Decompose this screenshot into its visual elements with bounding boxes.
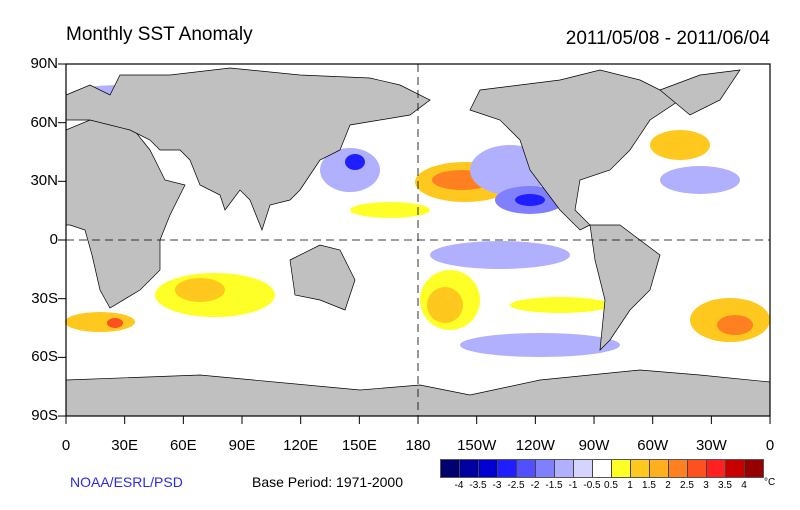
lat-label: 30S bbox=[31, 289, 58, 307]
colorbar-label: -4 bbox=[454, 480, 464, 491]
colorbar-label: 1 bbox=[627, 480, 633, 491]
colorbar-label: -1 bbox=[568, 480, 578, 491]
colorbar-swatch bbox=[707, 460, 726, 477]
colorbar-swatch bbox=[650, 460, 669, 477]
colorbar-label: 2.5 bbox=[680, 480, 694, 491]
colorbar-swatch bbox=[612, 460, 631, 477]
lon-label: 90E bbox=[228, 437, 256, 454]
colorbar-swatch bbox=[498, 460, 517, 477]
credit-label: NOAA/ESRL/PSD bbox=[70, 474, 183, 490]
lon-label: 60E bbox=[169, 437, 197, 454]
colorbar-label: -3.5 bbox=[469, 480, 487, 491]
colorbar-swatch bbox=[517, 460, 536, 477]
colorbar-label: 2 bbox=[665, 480, 671, 491]
colorbar-label: -3 bbox=[492, 480, 502, 491]
lon-label: 90W bbox=[578, 437, 610, 454]
lon-label: 150E bbox=[341, 437, 377, 454]
colorbar-unit: °C bbox=[764, 477, 776, 488]
lat-label: 90N bbox=[30, 55, 58, 72]
lon-label: 30E bbox=[111, 437, 138, 454]
lon-label: 0 bbox=[765, 437, 775, 454]
greenland bbox=[659, 69, 741, 116]
anomaly-fields bbox=[65, 85, 770, 357]
colorbar-label: 0.5 bbox=[604, 480, 618, 491]
colorbar-swatch bbox=[441, 460, 460, 477]
colorbar-swatch bbox=[593, 460, 612, 477]
lon-label: 60W bbox=[637, 437, 669, 454]
colorbar-swatch bbox=[688, 460, 707, 477]
axis-ticks bbox=[58, 63, 771, 424]
africa bbox=[65, 119, 186, 309]
colorbar-swatch bbox=[574, 460, 593, 477]
date-range: 2011/05/08 - 2011/06/04 bbox=[565, 28, 770, 49]
colorbar-label: -2 bbox=[530, 480, 540, 491]
lat-label: 90S bbox=[31, 407, 58, 425]
colorbar-label: 3 bbox=[703, 480, 709, 491]
colorbar-label: 4 bbox=[741, 480, 747, 491]
lat-label: 0 bbox=[49, 231, 58, 248]
colorbar-swatch bbox=[555, 460, 574, 477]
colorbar-label: -1.5 bbox=[545, 480, 563, 491]
colorbar-swatch bbox=[669, 460, 688, 477]
lon-label: 150W bbox=[457, 437, 497, 454]
lon-label: 30W bbox=[695, 437, 727, 454]
colorbar-swatch bbox=[631, 460, 650, 477]
colorbar-swatch bbox=[536, 460, 555, 477]
colorbar-label: 1.5 bbox=[642, 480, 656, 491]
lon-label: 0 bbox=[61, 437, 71, 454]
australia bbox=[289, 244, 356, 311]
lon-label: 180 bbox=[405, 437, 431, 454]
lat-label: 60N bbox=[30, 113, 58, 131]
base-period-label: Base Period: 1971-2000 bbox=[252, 474, 403, 490]
colorbar bbox=[440, 459, 764, 478]
north-america bbox=[469, 69, 681, 231]
colorbar-swatch bbox=[745, 460, 763, 477]
colorbar-swatch bbox=[726, 460, 745, 477]
eurasia bbox=[65, 67, 431, 232]
lon-label: 120W bbox=[515, 437, 555, 454]
lat-label: 60S bbox=[31, 348, 58, 366]
lon-label: 120E bbox=[283, 437, 319, 454]
figure-title: Monthly SST Anomaly bbox=[66, 24, 253, 45]
colorbar-swatch bbox=[479, 460, 498, 477]
colorbar-swatch bbox=[460, 460, 479, 477]
colorbar-label: -0.5 bbox=[583, 480, 601, 491]
colorbar-label: 3.5 bbox=[718, 480, 732, 491]
colorbar-label: -2.5 bbox=[507, 480, 525, 491]
lat-label: 30N bbox=[30, 172, 58, 190]
